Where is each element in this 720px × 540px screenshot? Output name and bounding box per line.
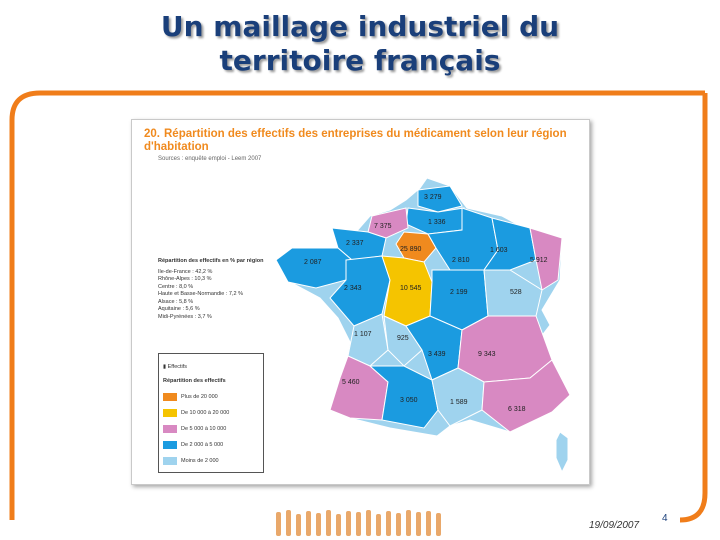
regional-share-list: Répartition des effectifs en % par régio… [158, 258, 278, 321]
map-label-nord: 3 279 [424, 194, 442, 201]
map-label-aquitaine: 5 460 [342, 379, 360, 386]
frame-border [9, 90, 708, 523]
region-limousin [383, 315, 423, 367]
map-label-paca: 6 318 [508, 406, 526, 413]
map-label-haute-normandie: 7 375 [374, 223, 392, 230]
region-paca [481, 359, 571, 433]
region-midi-pyrenees [368, 365, 439, 429]
legend-class-row: Plus de 20 000 [163, 392, 218, 402]
legend-class-label: De 10 000 à 20 000 [181, 410, 230, 416]
figure-title-text: Répartition des effectifs des entreprise… [144, 128, 567, 153]
map-label-ile-de-france: 25 890 [400, 246, 422, 253]
france-map: 3 279 7 375 1 336 2 337 25 890 1 603 2 8… [275, 177, 571, 474]
map-label-poitou: 1 107 [354, 331, 372, 338]
legend-classes-title: Répartition des effectifs [163, 378, 226, 384]
region-haute-normandie [367, 207, 409, 239]
legend-class-label: De 5 000 à 10 000 [181, 426, 227, 432]
legend-swatch [163, 456, 177, 465]
map-label-languedoc: 1 589 [450, 399, 468, 406]
slide-date: 19/09/2007 [589, 520, 640, 531]
map-label-bourgogne: 2 199 [450, 289, 468, 296]
map-label-lorraine: 2 810 [452, 257, 470, 264]
map-label-picardie: 1 336 [428, 219, 446, 226]
map-label-rhone-alpes: 9 343 [478, 351, 496, 358]
regional-share-item: Midi-Pyrénées : 3,7 % [158, 313, 212, 320]
legend-class-label: De 2 000 à 5 000 [181, 442, 224, 448]
legend-class-label: Plus de 20 000 [181, 394, 218, 400]
map-label-limousin: 925 [397, 335, 409, 342]
slide-title-line2: territoire français [219, 44, 501, 77]
legend-class-row: De 5 000 à 10 000 [163, 424, 226, 434]
figure-title: 20. Répartition des effectifs des entrepr… [144, 128, 576, 154]
region-poitou [347, 313, 389, 367]
figure-source: Sources : enquête emploi - Leem 2007 [158, 156, 262, 162]
map-label-basse-normandie: 2 337 [346, 240, 364, 247]
map-label-auvergne: 3 439 [428, 351, 446, 358]
map-label-alsace: 5 912 [530, 257, 548, 264]
regional-share-item: Alsace : 5,8 % [158, 298, 194, 305]
region-corse [555, 431, 569, 474]
map-label-champagne: 1 603 [490, 247, 508, 254]
figure-number: 20. [144, 128, 160, 140]
regional-share-item: Aquitaine : 5,6 % [158, 306, 200, 312]
regional-share-item: Rhône-Alpes : 10,3 % [158, 276, 212, 282]
legend-effectifs-label: Effectifs [167, 364, 188, 370]
legend-swatch [163, 392, 177, 401]
region-alsace [529, 227, 563, 291]
footer-figures-strip [276, 510, 441, 536]
legend-swatch [163, 440, 177, 449]
map-label-franche-comte: 528 [510, 289, 522, 296]
map-label-bretagne: 2 087 [304, 259, 322, 266]
legend-class-row: De 10 000 à 20 000 [163, 408, 229, 418]
legend-swatch [163, 424, 177, 433]
regional-share-item: Ile-de-France : 42,2 % [158, 268, 213, 275]
legend-class-row: Moins de 2 000 [163, 456, 219, 466]
figure-card: 20. Répartition des effectifs des entrepr… [131, 119, 590, 485]
regional-share-heading: Répartition des effectifs en % par régio… [158, 258, 264, 264]
footer-figures-illustration [276, 510, 441, 536]
regional-share-item: Haute et Basse-Normandie : 7,2 % [158, 291, 243, 297]
map-legend: ▮ Effectifs Répartition des effectifs Pl… [158, 353, 264, 473]
page-number: 4 [662, 513, 668, 524]
map-label-centre: 10 545 [400, 285, 422, 292]
legend-class-label: Moins de 2 000 [181, 458, 219, 464]
region-franche-comte [483, 269, 543, 317]
legend-class-row: De 2 000 à 5 000 [163, 440, 223, 450]
slide-title-line1: Un maillage industriel du [160, 10, 560, 43]
map-label-midi-pyrenees: 3 050 [400, 397, 418, 404]
regional-share-item: Centre : 8,0 % [158, 283, 194, 290]
region-nord [417, 185, 463, 213]
person-icon: ▮ [163, 364, 167, 370]
legend-effectifs: ▮ Effectifs [163, 362, 187, 372]
slide-title: Un maillage industriel du territoire fra… [0, 10, 720, 78]
legend-swatch [163, 408, 177, 417]
map-label-pays-de-loire: 2 343 [344, 285, 362, 292]
